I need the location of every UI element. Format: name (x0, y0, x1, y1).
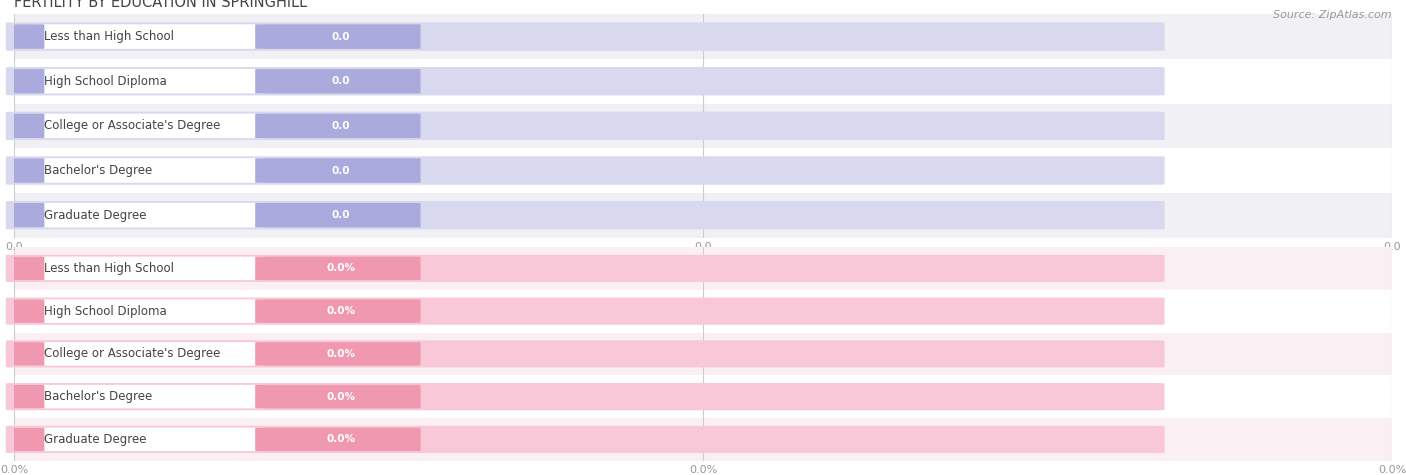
FancyBboxPatch shape (256, 342, 420, 366)
FancyBboxPatch shape (8, 69, 45, 94)
FancyBboxPatch shape (8, 24, 45, 49)
Bar (14, 14, 1392, 59)
Bar (14, 375, 1392, 418)
FancyBboxPatch shape (10, 299, 264, 323)
FancyBboxPatch shape (8, 256, 45, 280)
Text: 0.0%: 0.0% (326, 434, 356, 445)
FancyBboxPatch shape (8, 114, 45, 138)
FancyBboxPatch shape (256, 158, 420, 183)
Text: Less than High School: Less than High School (45, 262, 174, 275)
FancyBboxPatch shape (10, 385, 264, 408)
FancyBboxPatch shape (256, 114, 420, 138)
Text: College or Associate's Degree: College or Associate's Degree (45, 347, 221, 361)
FancyBboxPatch shape (8, 342, 45, 366)
Text: 0.0: 0.0 (332, 31, 350, 42)
Bar (14, 148, 1392, 193)
Text: High School Diploma: High School Diploma (45, 304, 167, 318)
Text: College or Associate's Degree: College or Associate's Degree (45, 119, 221, 133)
FancyBboxPatch shape (6, 340, 1164, 368)
FancyBboxPatch shape (256, 428, 420, 451)
Text: Graduate Degree: Graduate Degree (45, 433, 146, 446)
FancyBboxPatch shape (256, 256, 420, 280)
FancyBboxPatch shape (6, 112, 1164, 140)
FancyBboxPatch shape (10, 69, 264, 94)
Bar (14, 418, 1392, 461)
Bar (14, 290, 1392, 332)
Text: FERTILITY BY EDUCATION IN SPRINGHILL: FERTILITY BY EDUCATION IN SPRINGHILL (14, 0, 307, 10)
FancyBboxPatch shape (6, 297, 1164, 325)
FancyBboxPatch shape (8, 385, 45, 408)
Bar (14, 247, 1392, 290)
Text: Bachelor's Degree: Bachelor's Degree (45, 390, 153, 403)
Text: Bachelor's Degree: Bachelor's Degree (45, 164, 153, 177)
Bar (14, 332, 1392, 375)
Text: 0.0%: 0.0% (326, 263, 356, 274)
Bar (14, 104, 1392, 148)
FancyBboxPatch shape (10, 342, 264, 366)
Text: 0.0: 0.0 (332, 76, 350, 86)
FancyBboxPatch shape (8, 158, 45, 183)
Text: Less than High School: Less than High School (45, 30, 174, 43)
FancyBboxPatch shape (8, 299, 45, 323)
Text: 0.0%: 0.0% (326, 391, 356, 402)
FancyBboxPatch shape (8, 203, 45, 228)
FancyBboxPatch shape (10, 256, 264, 280)
FancyBboxPatch shape (10, 203, 264, 228)
FancyBboxPatch shape (256, 299, 420, 323)
FancyBboxPatch shape (10, 24, 264, 49)
Bar (14, 193, 1392, 238)
FancyBboxPatch shape (10, 158, 264, 183)
FancyBboxPatch shape (6, 255, 1164, 282)
FancyBboxPatch shape (256, 24, 420, 49)
Text: High School Diploma: High School Diploma (45, 75, 167, 88)
Text: 0.0: 0.0 (332, 121, 350, 131)
FancyBboxPatch shape (10, 114, 264, 138)
FancyBboxPatch shape (6, 383, 1164, 410)
FancyBboxPatch shape (6, 67, 1164, 95)
Text: 0.0%: 0.0% (326, 349, 356, 359)
Text: 0.0: 0.0 (332, 210, 350, 220)
FancyBboxPatch shape (256, 203, 420, 228)
Text: 0.0%: 0.0% (326, 306, 356, 316)
FancyBboxPatch shape (6, 22, 1164, 51)
Bar (14, 59, 1392, 104)
FancyBboxPatch shape (8, 428, 45, 451)
FancyBboxPatch shape (6, 156, 1164, 185)
FancyBboxPatch shape (6, 201, 1164, 229)
Text: Source: ZipAtlas.com: Source: ZipAtlas.com (1274, 10, 1392, 19)
Text: Graduate Degree: Graduate Degree (45, 209, 146, 222)
FancyBboxPatch shape (6, 426, 1164, 453)
Text: 0.0: 0.0 (332, 165, 350, 176)
FancyBboxPatch shape (10, 428, 264, 451)
FancyBboxPatch shape (256, 385, 420, 408)
FancyBboxPatch shape (256, 69, 420, 94)
